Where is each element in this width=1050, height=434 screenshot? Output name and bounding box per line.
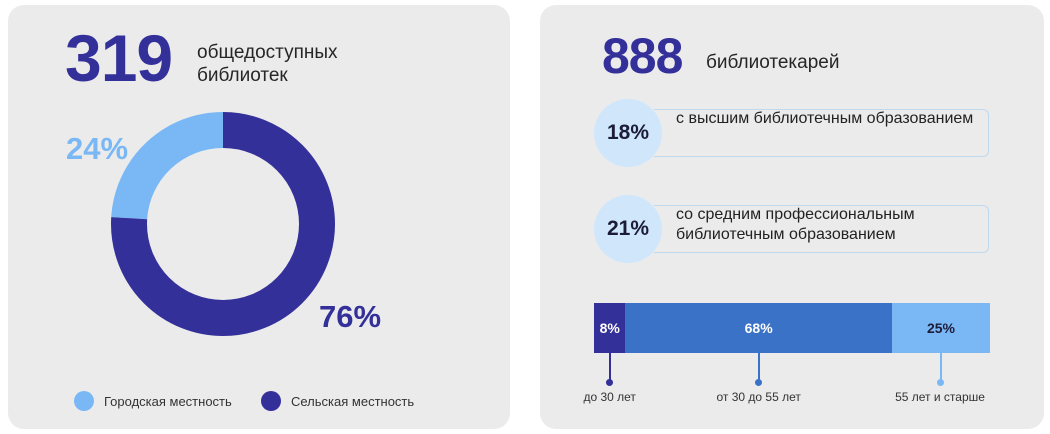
urban-pct-label: 24% — [66, 131, 129, 166]
education-higher-row: 18% с высшим библиотечным образованием — [594, 99, 990, 167]
age-segment-55-plus-leader-line — [939, 353, 942, 381]
age-label-30-55: от 30 до 55 лет — [716, 390, 801, 404]
librarians-count: 888 — [602, 28, 683, 84]
age-segment-30-55-leader-line — [757, 353, 760, 381]
education-higher-text: с высшим библиотечным образованием — [676, 110, 974, 127]
age-segment-30-55: 68% — [625, 303, 892, 353]
legend-rural-dot — [261, 391, 281, 411]
age-stacked-bar: 8% 68% 25% — [594, 303, 990, 353]
education-professional-text: со средним профессиональным библиотечным… — [676, 206, 915, 243]
legend-urban: Городская местность — [74, 391, 232, 411]
legend-rural-label: Сельская местность — [291, 393, 415, 409]
education-professional-row: 21% со средним профессиональным библиоте… — [594, 195, 990, 263]
age-segment-under-30: 8% — [594, 303, 626, 353]
donut-slice-rural — [111, 112, 335, 336]
legend-urban-dot — [74, 391, 94, 411]
libraries-card: 319 общедоступных библиотек 24% 76% Горо… — [8, 5, 510, 429]
age-segment-30-55-leader-dot — [755, 379, 763, 386]
education-professional-pct: 21% — [594, 195, 662, 263]
librarians-label: библиотекарей — [706, 52, 840, 73]
education-higher-pct: 18% — [594, 99, 662, 167]
libraries-label: общедоступных библиотек — [197, 42, 338, 86]
librarians-card: 888 библиотекарей 18% с высшим библиотеч… — [540, 5, 1044, 429]
rural-pct-label: 76% — [319, 299, 382, 334]
age-segment-55-plus-leader-dot — [937, 379, 945, 386]
libraries-count: 319 — [65, 21, 173, 95]
age-label-55-plus: 55 лет и старше — [895, 390, 985, 404]
legend-rural: Сельская местность — [261, 391, 414, 411]
age-segment-under-30-leader-line — [608, 353, 611, 381]
education-professional-box — [654, 205, 989, 253]
education-higher-box — [654, 109, 989, 157]
legend-urban-label: Городская местность — [104, 393, 232, 409]
age-segment-under-30-leader-dot — [606, 379, 614, 386]
location-donut-chart — [111, 112, 335, 336]
age-segment-55-plus: 25% — [891, 303, 990, 353]
age-label-under-30: до 30 лет — [583, 390, 636, 404]
